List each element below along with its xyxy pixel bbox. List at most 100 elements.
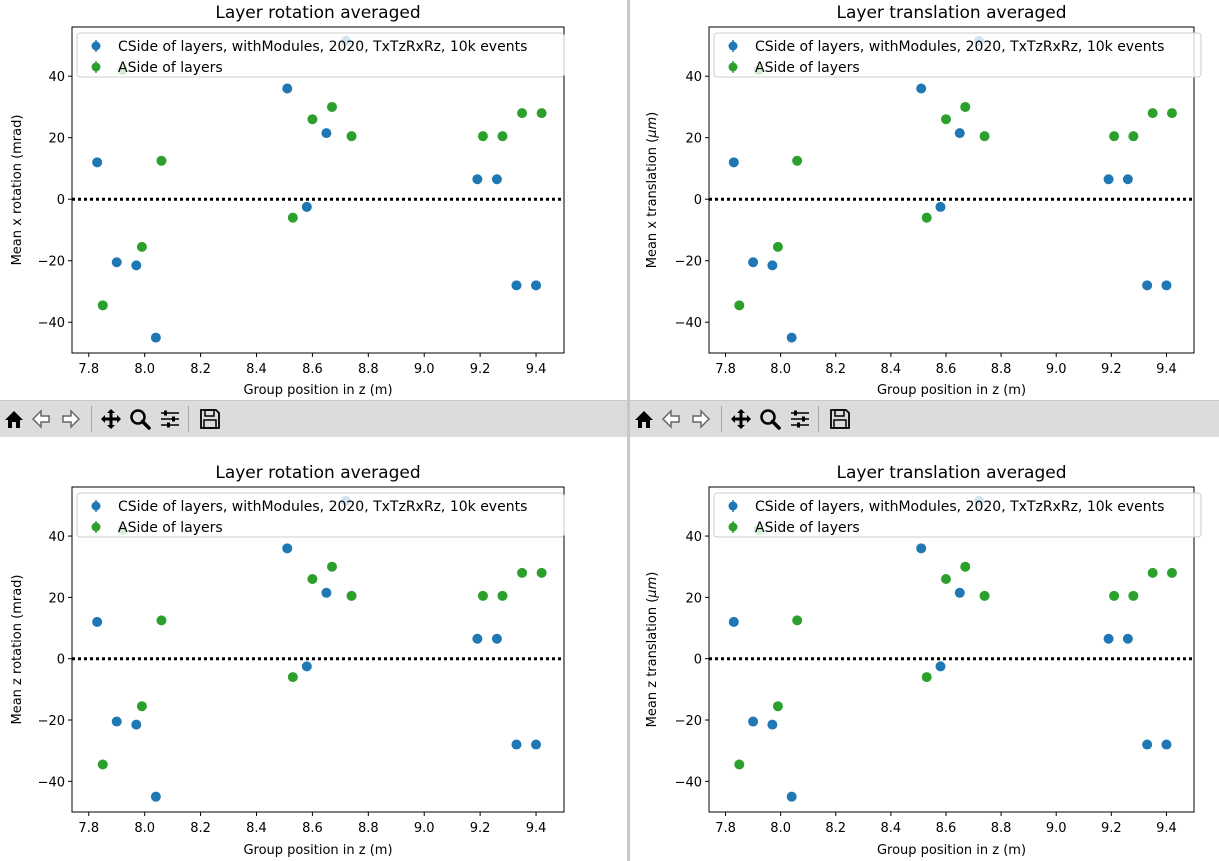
x-tick-label: 7.8 [715, 821, 736, 836]
x-tick-label: 8.0 [134, 821, 155, 836]
data-point [536, 567, 547, 578]
x-tick-label: 8.4 [246, 821, 267, 836]
back-button[interactable] [27, 405, 55, 433]
axes-frame [71, 26, 565, 354]
arrow-right-icon [692, 409, 711, 429]
data-point [282, 543, 293, 554]
data-point [287, 672, 298, 683]
data-point [517, 567, 528, 578]
plot-window-bottom-left: Layer rotation averaged 7.8 8.0 8.2 8.4 8.6 8.… [0, 437, 627, 861]
x-tick-label: 8.8 [358, 362, 379, 377]
data-point [1161, 739, 1172, 750]
data-point [156, 155, 167, 166]
home-icon [5, 411, 23, 428]
data-point [916, 543, 927, 554]
legend-label: CSide of layers, withModules, 2020, TxTz… [118, 499, 527, 515]
data-point [517, 108, 528, 119]
data-point [960, 561, 971, 572]
x-tick-label: 8.4 [881, 821, 902, 836]
data-point [497, 590, 508, 601]
arrow-right-icon [62, 409, 81, 429]
x-tick-label: 9.0 [1046, 821, 1067, 836]
x-tick-label: 8.2 [825, 362, 846, 377]
data-point [491, 633, 502, 644]
x-tick-label: 9.2 [1101, 362, 1122, 377]
y-tick-label: −40 [38, 316, 65, 331]
x-tick-label: 9.4 [526, 362, 547, 377]
x-tick-label: 9.4 [1156, 821, 1177, 836]
x-tick-label: 8.6 [302, 362, 323, 377]
y-tick-label: −20 [675, 714, 702, 729]
data-point [326, 101, 337, 112]
x-tick-label: 8.8 [991, 821, 1012, 836]
data-point [734, 759, 745, 770]
save-button[interactable] [826, 405, 854, 433]
y-tick-label: 0 [57, 653, 65, 668]
forward-button[interactable] [57, 405, 85, 433]
data-point [131, 260, 142, 271]
x-axis-label: Group position in z (m) [243, 843, 392, 858]
data-point [511, 280, 522, 291]
x-tick-label: 9.0 [414, 362, 435, 377]
home-icon [635, 411, 653, 428]
series-cside [92, 35, 542, 343]
data-point [748, 716, 759, 727]
data-point [916, 83, 927, 94]
y-tick-label: 40 [685, 70, 702, 85]
forward-button[interactable] [687, 405, 715, 433]
data-point [1147, 567, 1158, 578]
home-button[interactable] [0, 405, 28, 433]
data-point [1109, 590, 1120, 601]
data-point [156, 615, 167, 626]
data-point [472, 633, 483, 644]
legend-label: ASide of layers [755, 520, 860, 536]
legend-label: ASide of layers [118, 520, 223, 536]
data-point [1142, 280, 1153, 291]
x-tick-label: 8.2 [825, 821, 846, 836]
y-tick-label: 40 [48, 70, 65, 85]
arrow-left-icon [31, 409, 50, 429]
y-axis-label: Mean x rotation (mrad) [10, 115, 25, 266]
plot-figure: Layer rotation averaged 7.8 8.0 8.2 8.4 8.6 8.… [10, 3, 565, 398]
x-tick-label: 9.2 [470, 821, 491, 836]
series-aside [734, 65, 1177, 311]
series-cside [728, 35, 1172, 343]
data-point [536, 108, 547, 119]
pan-button[interactable] [727, 405, 755, 433]
toolbar-separator [818, 406, 819, 432]
data-point [1166, 567, 1177, 578]
legend-label: ASide of layers [755, 60, 860, 76]
data-point [1109, 131, 1120, 142]
data-point [511, 739, 522, 750]
data-point [921, 212, 932, 223]
y-tick-label: 20 [48, 591, 65, 606]
home-button[interactable] [630, 405, 658, 433]
data-point [728, 616, 739, 627]
data-point [1142, 739, 1153, 750]
data-point [92, 616, 103, 627]
x-tick-label: 7.8 [78, 362, 99, 377]
data-point [282, 83, 293, 94]
legend-label: CSide of layers, withModules, 2020, TxTz… [118, 39, 527, 55]
data-point [772, 241, 783, 252]
configure-subplots-button[interactable] [156, 405, 184, 433]
navigation-toolbar-top-left [0, 400, 627, 438]
zoom-button[interactable] [126, 405, 154, 433]
pan-button[interactable] [97, 405, 125, 433]
legend-marker [91, 522, 101, 532]
y-tick-label: −40 [675, 316, 702, 331]
save-button[interactable] [196, 405, 224, 433]
zoom-button[interactable] [756, 405, 784, 433]
back-button[interactable] [657, 405, 685, 433]
data-point [301, 661, 312, 672]
y-tick-label: −40 [675, 775, 702, 790]
data-point [767, 260, 778, 271]
y-tick-label: 0 [57, 193, 65, 208]
series-aside [734, 524, 1177, 770]
data-point [940, 114, 951, 125]
data-point [111, 716, 122, 727]
data-point [531, 739, 542, 750]
configure-subplots-button[interactable] [786, 405, 814, 433]
y-tick-label: −20 [38, 255, 65, 270]
x-tick-label: 8.2 [190, 362, 211, 377]
